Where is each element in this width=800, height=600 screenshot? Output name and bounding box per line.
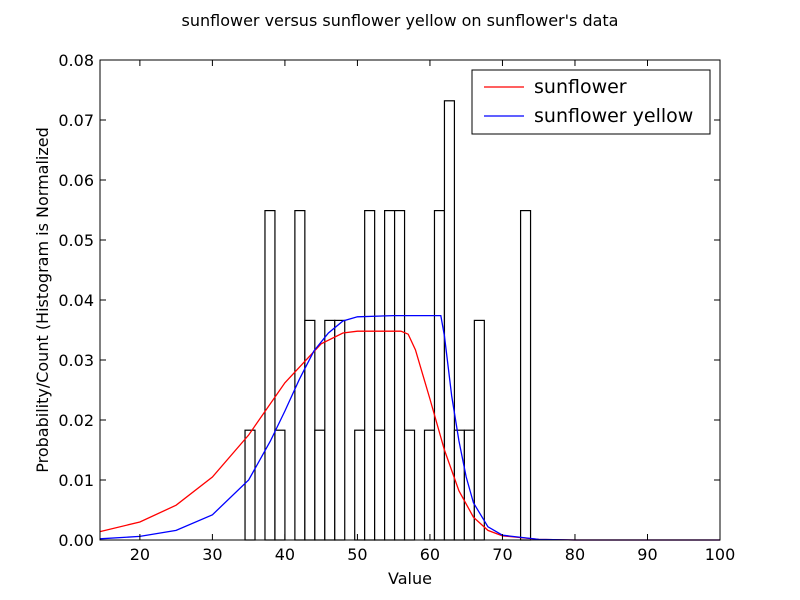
histogram-bar-3 [274,429,286,541]
histogram-bar-13 [374,429,386,541]
series-line-sunflower [99,330,720,541]
x-axis: 20 30 40 50 60 70 80 90 100 [130,60,736,564]
chart-title: sunflower versus sunflower yellow on sun… [182,11,619,30]
histogram-bar-24 [519,210,532,541]
histogram-bar-12 [364,210,376,541]
density-curves [99,314,720,541]
histogram-bar-2 [264,210,276,541]
y-tick-label-3: 0.03 [58,351,94,370]
legend-label-sunflower-yellow: sunflower yellow [534,105,693,127]
histogram-bar-15 [393,210,406,541]
x-tick-label-20: 20 [130,545,150,564]
x-tick-label-60: 60 [420,545,440,564]
histogram-bar-9 [334,319,346,541]
histogram-bar-19 [433,210,446,541]
y-tick-label-1: 0.01 [58,471,94,490]
y-axis: 0.00 0.01 0.02 0.03 0.04 0.05 0.06 0.07 0.08 [58,51,720,550]
y-tick-label-8: 0.08 [58,51,94,70]
y-tick-label-5: 0.05 [58,231,94,250]
histogram-bars [244,100,532,541]
x-tick-label-30: 30 [202,545,222,564]
legend: sunflower sunflower yellow [471,69,711,135]
histogram-bar-16 [403,429,416,541]
y-tick-label-4: 0.04 [58,291,94,310]
histogram-bar-5 [294,210,306,541]
histogram-bar-22 [463,429,475,541]
x-tick-label-100: 100 [705,545,736,564]
histogram-bar-8 [324,319,336,541]
histogram-bar-14 [384,210,396,541]
x-tick-label-80: 80 [565,545,585,564]
legend-box [471,69,711,135]
y-tick-label-6: 0.06 [58,171,94,190]
histogram-bar-11 [354,429,366,541]
y-tick-label-7: 0.07 [58,111,94,130]
y-tick-label-0: 0.00 [58,531,94,550]
x-axis-label: Value [388,569,432,588]
histogram-bar-0 [244,429,256,541]
histogram-bar-7 [314,429,326,541]
y-tick-label-2: 0.02 [58,411,94,430]
histogram-bar-18 [423,429,436,541]
x-tick-label-90: 90 [637,545,657,564]
x-tick-label-40: 40 [275,545,295,564]
x-tick-label-50: 50 [347,545,367,564]
x-tick-label-70: 70 [492,545,512,564]
histogram-bar-21 [453,429,465,541]
legend-label-sunflower: sunflower [534,76,627,98]
series-line-sunflower-yellow [99,314,720,541]
y-axis-label: Probability/Count (Histogram is Normaliz… [33,127,52,473]
